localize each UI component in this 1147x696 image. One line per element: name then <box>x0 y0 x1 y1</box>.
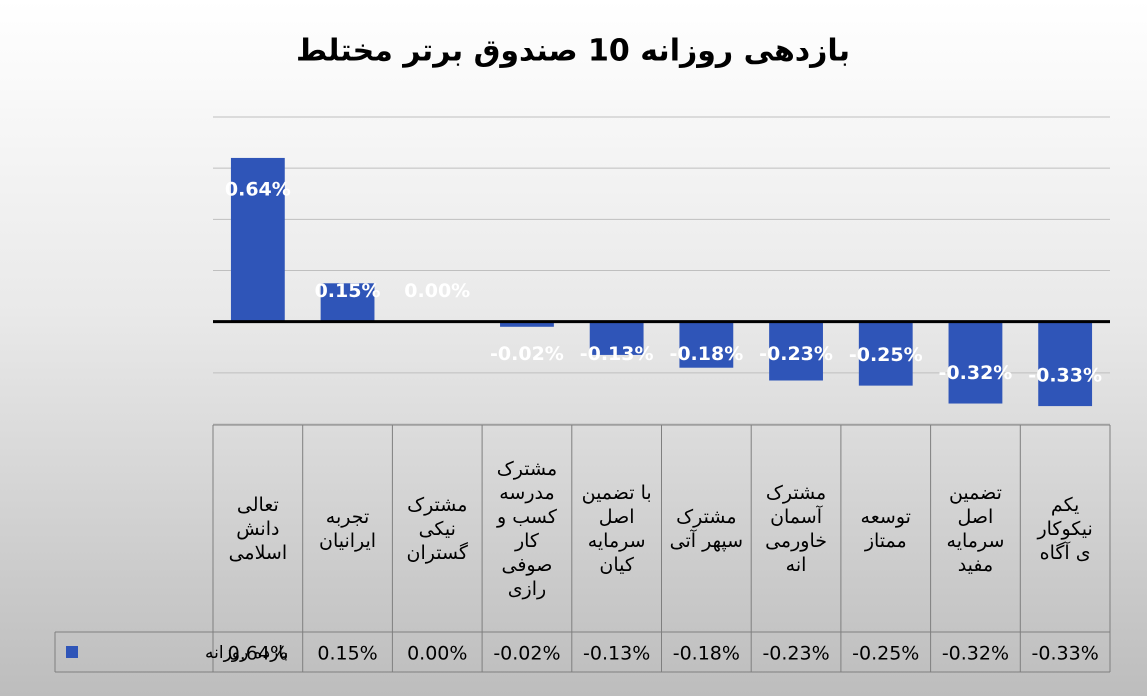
category-label: با تضمین اصل سرمایه کیان <box>581 481 652 576</box>
category-label: مشترک سپهر آتی <box>669 505 744 552</box>
table-value: -0.25% <box>852 643 919 665</box>
table-value: -0.18% <box>673 643 740 665</box>
category-label: تضمین اصل سرمایه مفید <box>946 481 1005 576</box>
table-value: 0.64% <box>228 643 288 665</box>
table-value: -0.32% <box>942 643 1009 665</box>
bar <box>948 321 1003 404</box>
data-label: -0.25% <box>849 344 923 366</box>
data-label: -0.02% <box>490 343 564 365</box>
data-label: -0.23% <box>759 343 833 365</box>
data-label: -0.13% <box>580 343 654 365</box>
chart-title: بازدهی روزانه 10 صندوق برتر مختلط <box>296 34 850 69</box>
bar <box>230 157 285 322</box>
category-label: توسعه ممتاز <box>860 505 911 552</box>
category-label: یکم نیکوکار ی آگاه <box>1037 493 1093 564</box>
bar <box>858 321 913 386</box>
bar <box>320 283 375 322</box>
category-label: تعالی دانش اسلامی <box>228 493 288 564</box>
bar <box>769 321 823 381</box>
table-value: -0.02% <box>493 643 560 665</box>
category-label: تجربه ایرانیان <box>318 505 377 552</box>
legend-label: بازده روزانه <box>205 643 288 663</box>
table-value: -0.23% <box>762 643 829 665</box>
table-value: -0.13% <box>583 643 650 665</box>
data-label: -0.32% <box>939 362 1013 384</box>
table-value: 0.00% <box>407 643 467 665</box>
table-value: -0.33% <box>1032 643 1099 665</box>
table-value: 0.15% <box>317 643 377 665</box>
data-label: -0.33% <box>1028 365 1102 387</box>
data-label: 0.00% <box>404 280 470 302</box>
bar <box>1038 321 1093 407</box>
category-label: مشترک نیکی گستران <box>406 493 468 564</box>
bar <box>589 321 644 355</box>
category-label: مشترک مدرسه کسب و کار صوفی رازی <box>496 457 558 600</box>
data-label: -0.18% <box>669 343 743 365</box>
legend-swatch <box>66 646 78 658</box>
data-label: 0.64% <box>225 178 291 200</box>
bar <box>500 321 554 327</box>
category-label: مشترک آسمان خاورمی انه <box>765 481 827 576</box>
bar <box>679 321 734 368</box>
data-label: 0.15% <box>315 280 381 302</box>
